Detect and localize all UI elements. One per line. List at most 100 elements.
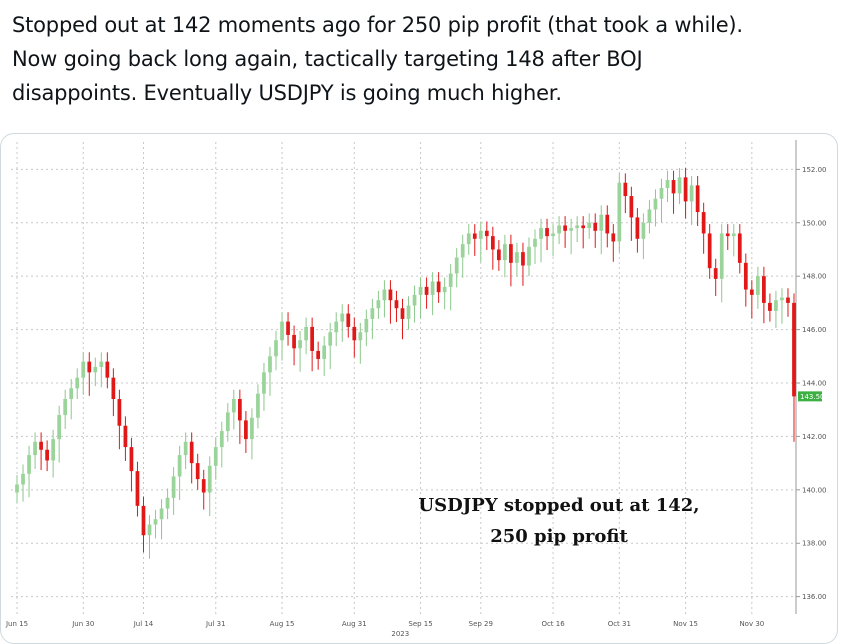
candle-102 xyxy=(629,186,634,241)
candle-body-125 xyxy=(768,302,772,311)
candle-24 xyxy=(159,499,164,540)
candle-body-36 xyxy=(231,399,236,413)
candle-body-121 xyxy=(743,262,748,290)
candle-body-118 xyxy=(725,233,730,237)
candle-body-46 xyxy=(292,334,296,349)
candle-body-89 xyxy=(551,233,555,237)
candle-33 xyxy=(213,437,218,480)
candle-70 xyxy=(436,272,441,303)
tweet-line-1: Stopped out at 142 moments ago for 250 p… xyxy=(12,13,743,37)
candle-36 xyxy=(231,389,236,430)
candle-body-127 xyxy=(780,297,784,301)
candle-body-67 xyxy=(418,286,423,295)
candle-body-55 xyxy=(346,313,351,327)
y-tick-label-8: 152.00 xyxy=(802,166,827,174)
x-tick-label-5: Aug 31 xyxy=(342,620,367,628)
candle-body-17 xyxy=(117,399,122,426)
candle-19 xyxy=(129,437,134,492)
candle-body-96 xyxy=(593,222,598,231)
candle-body-23 xyxy=(153,519,158,525)
candle-body-79 xyxy=(490,236,495,250)
candle-body-111 xyxy=(683,177,688,202)
candle-body-110 xyxy=(677,177,682,194)
candle-83 xyxy=(515,242,519,277)
candle-body-99 xyxy=(611,233,616,242)
candle-body-40 xyxy=(256,393,260,418)
candle-body-29 xyxy=(189,441,194,464)
candle-109 xyxy=(671,170,676,214)
candle-body-94 xyxy=(581,225,586,229)
candle-91 xyxy=(563,216,567,248)
candle-body-3 xyxy=(33,441,37,456)
candle-63 xyxy=(394,290,399,323)
candle-body-42 xyxy=(268,356,272,373)
candle-8 xyxy=(63,389,68,429)
candle-body-56 xyxy=(352,326,357,341)
candle-69 xyxy=(430,272,435,316)
candle-body-72 xyxy=(448,273,453,287)
candle-81 xyxy=(503,234,507,278)
candle-body-5 xyxy=(45,449,49,461)
candle-120 xyxy=(737,224,742,274)
candle-body-45 xyxy=(286,321,290,335)
candle-77 xyxy=(478,221,483,263)
candle-body-25 xyxy=(165,497,170,509)
candle-body-51 xyxy=(322,345,327,359)
candle-body-34 xyxy=(219,431,224,448)
candle-body-113 xyxy=(695,185,700,213)
candle-body-27 xyxy=(177,455,182,477)
candle-86 xyxy=(533,229,537,264)
candle-21 xyxy=(141,496,146,553)
candle-body-47 xyxy=(298,340,302,349)
candle-body-105 xyxy=(647,209,652,223)
candle-96 xyxy=(593,213,598,248)
candle-127 xyxy=(780,288,784,324)
candle-26 xyxy=(171,467,176,515)
candle-52 xyxy=(328,322,333,370)
candle-body-2 xyxy=(27,455,31,474)
candle-body-33 xyxy=(213,447,218,466)
candle-body-15 xyxy=(105,361,110,378)
candle-body-102 xyxy=(629,196,634,218)
candle-47 xyxy=(298,330,302,372)
candle-body-11 xyxy=(81,361,86,378)
candle-88 xyxy=(545,218,549,251)
candle-50 xyxy=(316,341,321,370)
candle-38 xyxy=(244,411,248,453)
candle-body-69 xyxy=(430,281,435,295)
candle-body-87 xyxy=(539,228,543,239)
candle-54 xyxy=(340,304,345,342)
candle-body-66 xyxy=(412,294,417,306)
candle-60 xyxy=(376,290,381,319)
candle-body-16 xyxy=(111,377,116,400)
candle-body-14 xyxy=(99,361,104,367)
chart-image-card[interactable]: 136.00 138.00 140.00 142.00 144.00 146.00 148.… xyxy=(0,133,838,644)
candle-body-13 xyxy=(93,366,98,373)
tweet-line-3: disappoints. Eventually USDJPY is going … xyxy=(12,81,562,105)
candle-110 xyxy=(677,168,682,205)
candle-114 xyxy=(701,202,706,254)
candle-79 xyxy=(490,226,495,270)
candle-body-52 xyxy=(328,332,333,346)
candle-118 xyxy=(725,224,730,251)
candle-71 xyxy=(442,277,447,310)
candle-6 xyxy=(51,429,56,478)
candle-64 xyxy=(400,298,405,340)
candle-129 xyxy=(792,293,796,442)
candle-body-7 xyxy=(57,415,62,440)
tweet-line-2: Now going back long again, tactically ta… xyxy=(12,47,643,71)
candle-2 xyxy=(27,445,31,498)
y-tick-label-1: 138.00 xyxy=(802,540,827,548)
candle-body-129 xyxy=(792,302,796,397)
candle-body-122 xyxy=(749,289,754,295)
candle-body-82 xyxy=(509,244,513,263)
candle-12 xyxy=(87,352,92,396)
y-tick-label-3: 142.00 xyxy=(802,433,827,441)
candle-body-12 xyxy=(87,361,92,373)
candle-73 xyxy=(454,248,459,288)
candle-121 xyxy=(743,253,748,307)
candle-89 xyxy=(551,224,555,257)
candle-body-50 xyxy=(316,350,321,359)
candle-68 xyxy=(424,277,429,309)
candle-body-74 xyxy=(460,244,465,258)
